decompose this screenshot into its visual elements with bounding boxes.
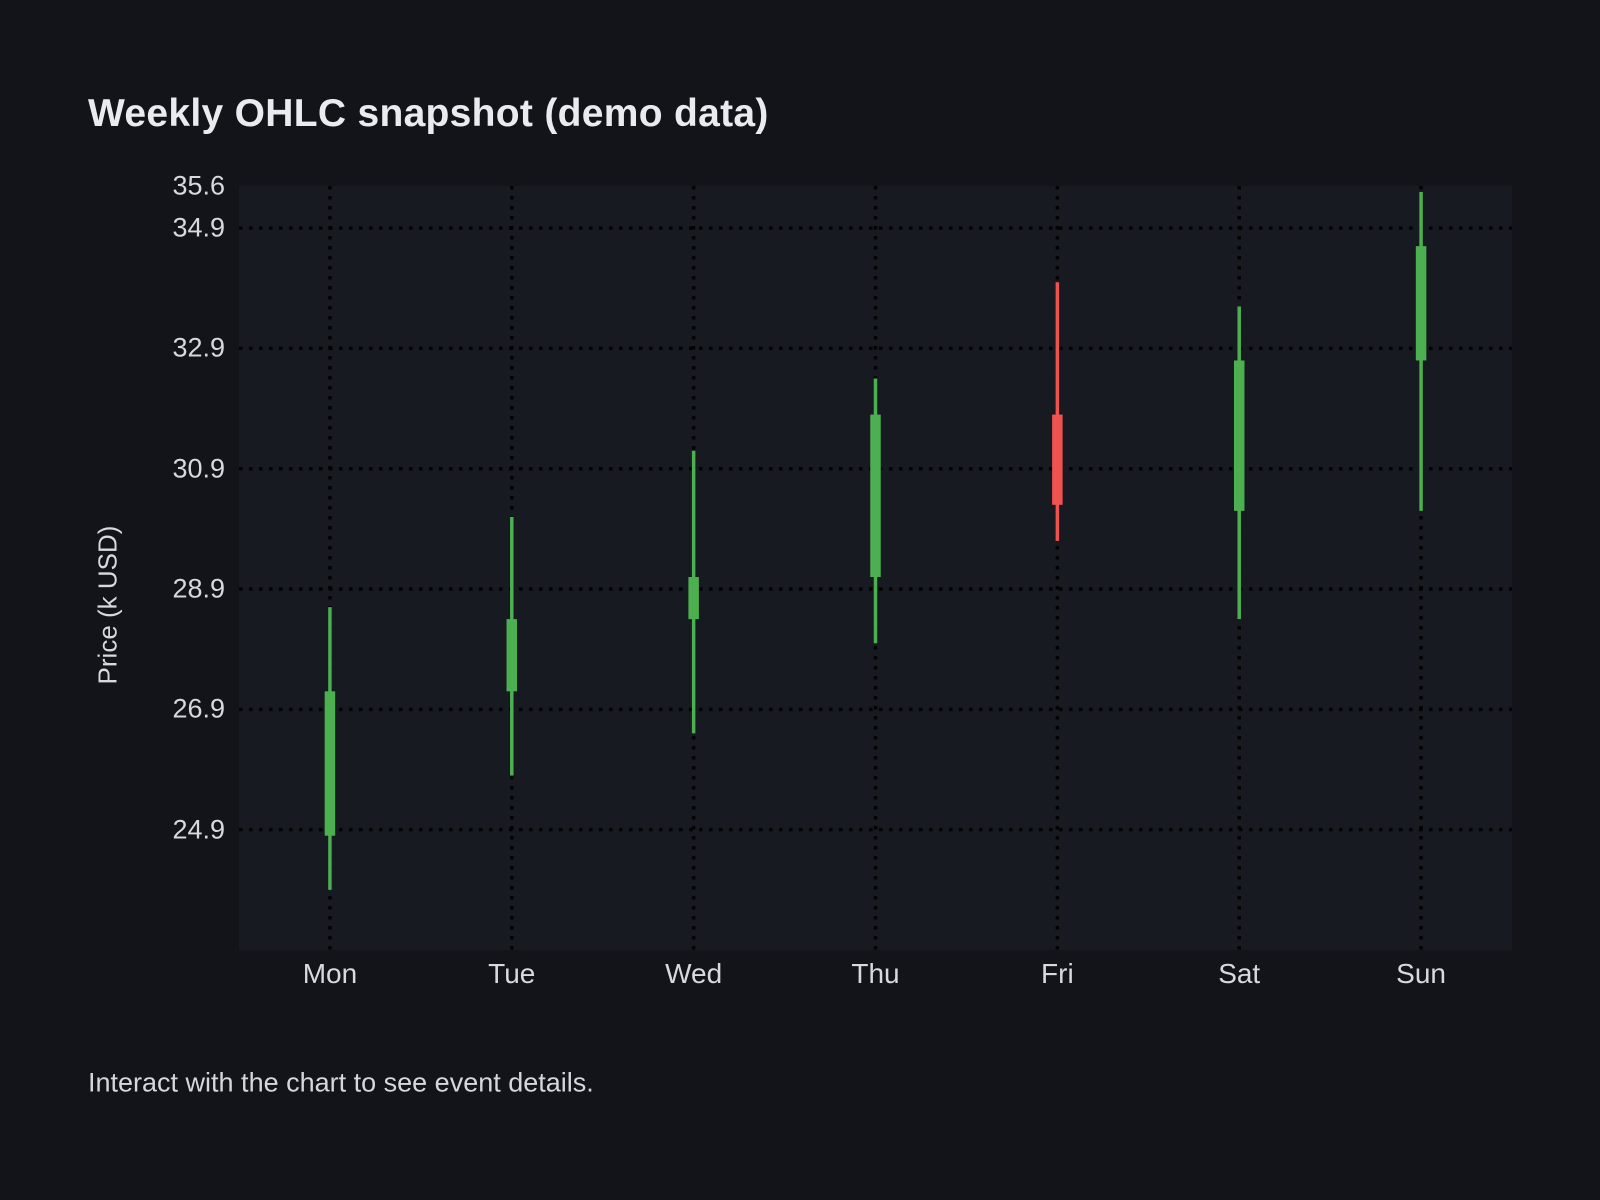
candle-body (324, 691, 336, 836)
candle-sun[interactable] (1415, 192, 1427, 511)
candle-mon[interactable] (324, 607, 336, 890)
y-tick-label: 32.9 (172, 332, 225, 363)
y-tick-label: 24.9 (172, 814, 225, 845)
x-tick-label: Tue (488, 958, 536, 989)
x-tick-label: Wed (665, 958, 723, 989)
y-tick-label: 26.9 (172, 693, 225, 724)
chart-title: Weekly OHLC snapshot (demo data) (88, 92, 769, 135)
x-tick-label: Mon (302, 958, 358, 989)
x-tick-label: Thu (851, 958, 900, 989)
y-tick-label: 35.6 (172, 170, 225, 201)
candle-thu[interactable] (870, 378, 881, 644)
y-tick-label: 34.9 (172, 212, 225, 243)
candle-sat[interactable] (1233, 306, 1245, 620)
y-tick-label: 28.9 (172, 573, 225, 604)
candle-body (1233, 360, 1245, 511)
x-tick-label: Sun (1396, 958, 1446, 989)
x-tick-label: Fri (1041, 958, 1074, 989)
candle-body (506, 619, 518, 692)
candle-body (1415, 246, 1427, 361)
candle-body (870, 414, 881, 578)
candle-body (688, 577, 699, 620)
candle-body (1052, 414, 1063, 505)
candle-wed[interactable] (688, 450, 699, 734)
footer-hint: Interact with the chart to see event det… (88, 1067, 594, 1098)
x-tick-label: Sat (1218, 958, 1261, 989)
candle-fri[interactable] (1052, 282, 1063, 541)
y-tick-label: 30.9 (172, 453, 225, 484)
candle-tue[interactable] (506, 516, 518, 776)
